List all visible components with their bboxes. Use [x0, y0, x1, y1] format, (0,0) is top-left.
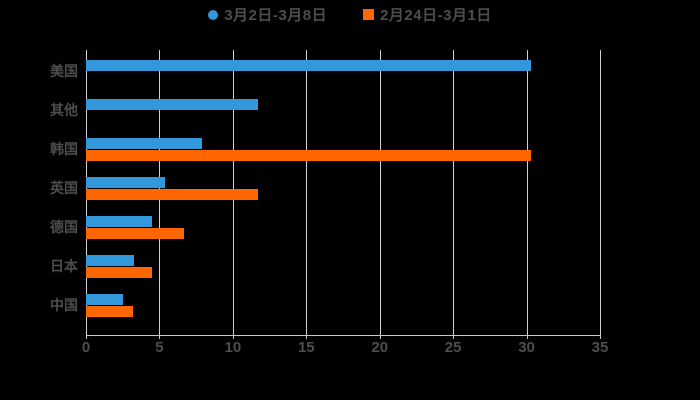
- category-label-4: 德国: [50, 218, 78, 235]
- bar-series1-其他[interactable]: [86, 98, 258, 110]
- x-axis-tick-30: [526, 335, 528, 339]
- x-axis-label-5: 5: [155, 339, 164, 356]
- x-axis-tick-35: [600, 335, 601, 339]
- x-axis-tick-0: [86, 335, 87, 339]
- bar-series2-中国[interactable]: [86, 306, 133, 318]
- category-label-1: 其他: [50, 101, 78, 118]
- bar-series1-美国[interactable]: [86, 59, 531, 71]
- circle-marker-icon: [208, 9, 219, 20]
- square-marker-icon: [363, 9, 375, 20]
- x-axis-line: [86, 335, 601, 336]
- gridline-30: [526, 50, 528, 335]
- gridline-15: [306, 50, 308, 335]
- x-axis-tick-25: [453, 335, 455, 339]
- category-label-3: 英国: [50, 179, 78, 196]
- gridline-35: [600, 50, 601, 335]
- bar-series1-日本[interactable]: [86, 255, 135, 266]
- x-axis-label-10: 10: [224, 339, 242, 356]
- bar-series2-日本[interactable]: [86, 267, 153, 278]
- bar-series1-韩国[interactable]: [86, 137, 203, 149]
- legend-item-week-current[interactable]: 3月2日-3月8日: [208, 4, 327, 25]
- bar-series1-英国[interactable]: [86, 176, 166, 188]
- category-label-2: 韩国: [50, 140, 78, 157]
- legend-label: 2月24日-3月1日: [380, 7, 492, 24]
- x-axis-label-30: 30: [518, 339, 535, 356]
- x-axis-tick-15: [306, 335, 308, 339]
- gridline-25: [453, 50, 455, 335]
- legend-item-week-previous[interactable]: 2月24日-3月1日: [363, 4, 492, 25]
- x-axis-tick-5: [159, 335, 161, 339]
- category-label-0: 美国: [50, 62, 78, 79]
- x-axis-label-0: 0: [81, 339, 91, 356]
- x-axis-label-35: 35: [591, 339, 609, 356]
- bar-series2-德国[interactable]: [86, 227, 185, 239]
- x-axis-label-15: 15: [297, 339, 315, 356]
- x-axis-label-20: 20: [371, 339, 389, 356]
- x-axis-tick-20: [379, 335, 381, 339]
- bar-series1-中国[interactable]: [86, 294, 123, 306]
- bar-series1-德国[interactable]: [86, 215, 153, 227]
- category-label-5: 日本: [50, 258, 78, 274]
- legend-label: 3月2日-3月8日: [224, 7, 328, 24]
- bar-series2-英国[interactable]: [86, 188, 258, 200]
- x-axis-label-25: 25: [444, 339, 462, 356]
- legend: 3月2日-3月8日 2月24日-3月1日: [0, 4, 700, 25]
- x-axis-tick-10: [232, 335, 234, 339]
- bar-series2-韩国[interactable]: [86, 149, 531, 161]
- gridline-20: [379, 50, 381, 335]
- category-label-6: 中国: [50, 297, 78, 314]
